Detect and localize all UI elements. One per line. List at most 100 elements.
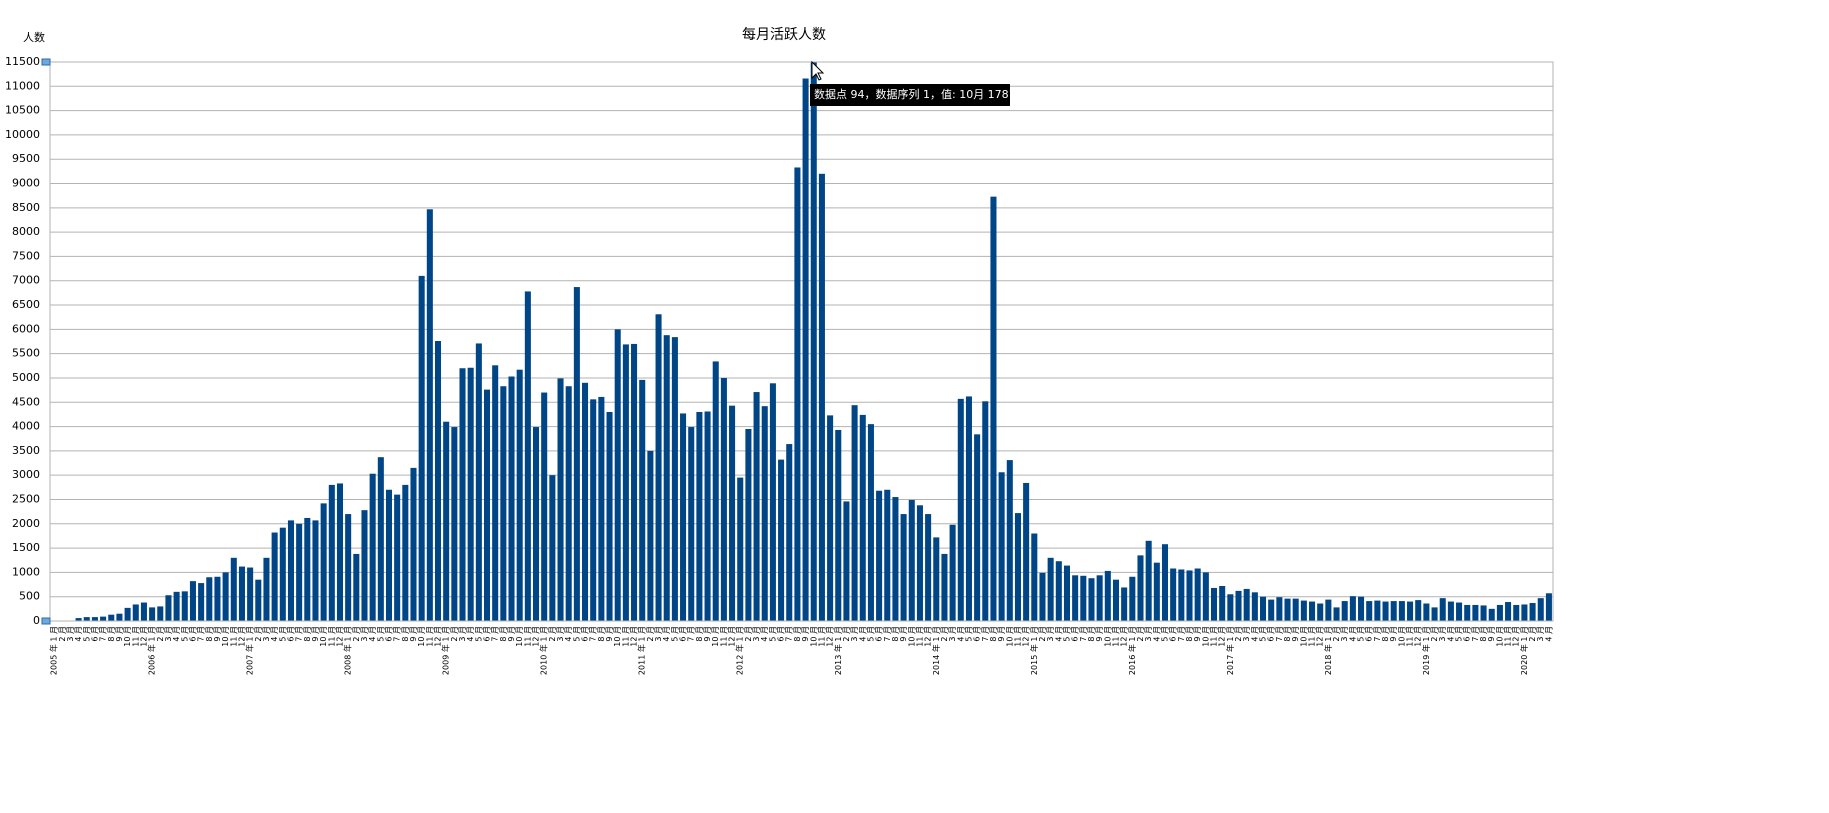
x-tick-label: 2 月 — [58, 626, 67, 642]
bar — [1415, 600, 1422, 621]
bar — [1096, 575, 1103, 621]
bar — [916, 505, 923, 621]
x-tick-label: 7 月 — [785, 626, 794, 642]
y-tick-label: 1000 — [12, 565, 40, 578]
x-tick-label: 12 月 — [1512, 626, 1521, 647]
bar — [287, 520, 294, 621]
x-tick-label: 2 月 — [744, 626, 753, 642]
x-tick-label: 2 月 — [1038, 626, 1047, 642]
x-tick-label: 3 月 — [164, 626, 173, 642]
bar — [467, 367, 474, 621]
x-tick-label: 9 月 — [409, 626, 418, 642]
x-tick-label: 8 月 — [1185, 626, 1194, 642]
x-tick-label: 6 月 — [1071, 626, 1080, 642]
y-tick-label: 10500 — [5, 104, 40, 117]
x-tick-label: 3 月 — [948, 626, 957, 642]
x-tick-label: 3 月 — [1242, 626, 1251, 642]
x-tick-label: 10 月 — [1397, 626, 1406, 647]
x-tick-label: 7 月 — [295, 626, 304, 642]
bar — [982, 401, 989, 621]
bar — [614, 329, 621, 621]
bar — [255, 579, 262, 621]
x-tick-label: 5 月 — [1357, 626, 1366, 642]
x-tick-label: 4 月 — [466, 626, 475, 642]
x-tick-label: 6 月 — [973, 626, 982, 642]
y-tick-label: 6000 — [12, 322, 40, 335]
y-tick-label: 8000 — [12, 225, 40, 238]
y-tick-label: 9500 — [12, 152, 40, 165]
x-tick-label: 2 月 — [1332, 626, 1341, 642]
x-tick-label: 3 月 — [850, 626, 859, 642]
x-tick-label: 2 月 — [254, 626, 263, 642]
bar — [140, 602, 147, 621]
x-tick-label: 10 月 — [1103, 626, 1112, 647]
bar — [91, 617, 98, 621]
x-tick-label: 2011 年 1 月 — [637, 626, 647, 675]
bar — [459, 368, 466, 621]
x-tick-label: 6 月 — [1365, 626, 1374, 642]
bar — [1194, 568, 1201, 621]
x-tick-label: 11 月 — [327, 626, 336, 647]
x-tick-label: 11 月 — [1111, 626, 1120, 647]
bar — [443, 421, 450, 621]
x-tick-label: 4 月 — [956, 626, 965, 642]
bar — [647, 450, 654, 621]
plot-border — [49, 61, 1554, 622]
bar — [1349, 596, 1356, 621]
y-tick-label: 11500 — [5, 55, 40, 68]
bar — [1374, 600, 1381, 621]
x-tick-label: 3 月 — [1536, 626, 1545, 642]
x-tick-label: 7 月 — [1471, 626, 1480, 642]
x-tick-label: 7 月 — [491, 626, 500, 642]
bar — [622, 344, 629, 621]
bar — [304, 517, 311, 621]
bar — [524, 291, 531, 621]
bar — [655, 314, 662, 621]
bar — [116, 613, 123, 621]
bar — [108, 614, 115, 621]
bar — [100, 616, 107, 621]
x-tick-label: 5 月 — [1160, 626, 1169, 642]
y-tick-label: 7000 — [12, 274, 40, 287]
y-tick-label: 3500 — [12, 444, 40, 457]
bar — [1170, 568, 1177, 621]
bar — [353, 553, 360, 621]
x-tick-label: 6 月 — [1267, 626, 1276, 642]
x-tick-label: 12 月 — [826, 626, 835, 647]
bar — [312, 520, 319, 621]
bar — [483, 389, 491, 621]
x-tick-label: 10 月 — [907, 626, 916, 647]
bar — [582, 382, 589, 621]
bar — [83, 617, 90, 621]
x-tick-label: 11 月 — [1013, 626, 1022, 647]
x-tick-label: 8 月 — [793, 626, 802, 642]
bar — [843, 501, 850, 621]
x-tick-label: 6 月 — [483, 626, 492, 642]
bar — [1227, 594, 1234, 621]
x-tick-label: 7 月 — [1373, 626, 1382, 642]
bar — [1390, 601, 1397, 621]
x-tick-label: 4 月 — [564, 626, 573, 642]
x-tick-label: 6 月 — [1169, 626, 1178, 642]
x-tick-label: 2 月 — [842, 626, 851, 642]
bar — [181, 591, 188, 621]
x-tick-label: 12 月 — [924, 626, 933, 647]
x-tick-label: 3 月 — [66, 626, 75, 642]
bar — [345, 514, 352, 621]
bar — [827, 415, 834, 621]
bar — [965, 396, 972, 621]
y-tick-label: 8500 — [12, 201, 40, 214]
bar — [1480, 605, 1487, 621]
x-tick-label: 6 月 — [90, 626, 99, 642]
y-tick-label: 500 — [19, 590, 40, 603]
bar — [851, 405, 858, 621]
x-tick-label: 6 月 — [777, 626, 786, 642]
x-tick-label: 11 月 — [915, 626, 924, 647]
bar — [704, 411, 711, 621]
x-tick-label: 8 月 — [205, 626, 214, 642]
x-tick-label: 10 月 — [515, 626, 524, 647]
x-tick-label: 8 月 — [695, 626, 704, 642]
bar — [1333, 607, 1340, 621]
x-tick-label: 3 月 — [654, 626, 663, 642]
x-tick-label: 2020 年 1 月 — [1519, 626, 1529, 675]
